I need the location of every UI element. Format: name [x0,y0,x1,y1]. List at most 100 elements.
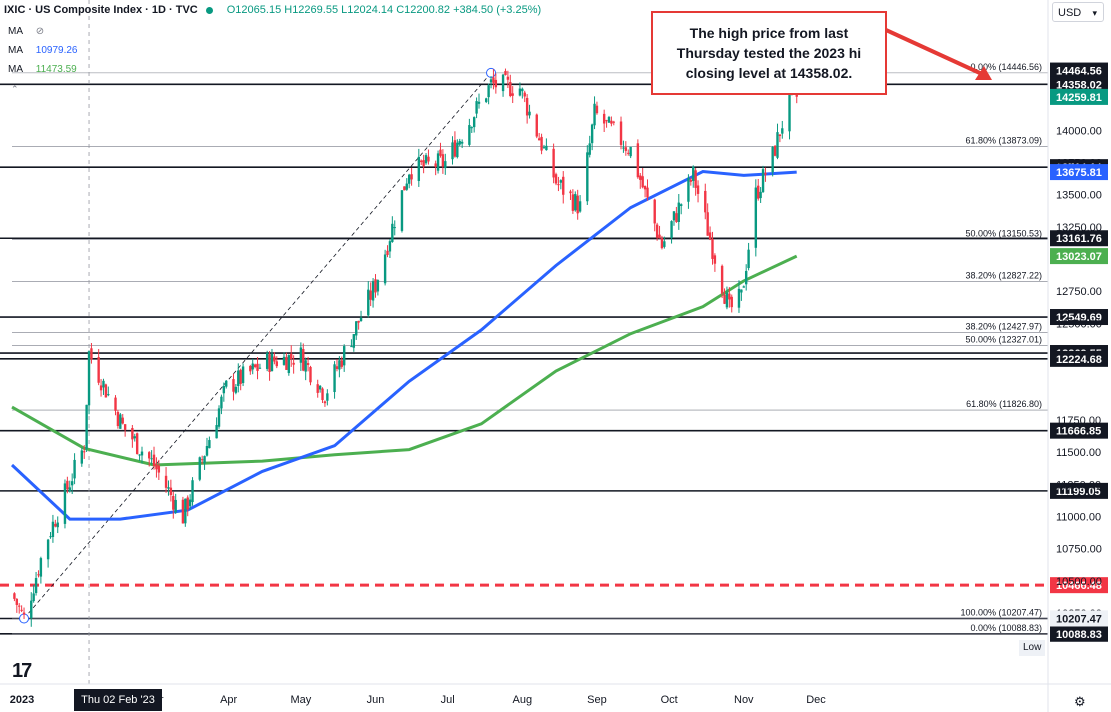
ma-row-1[interactable]: MA 10979.26 [8,45,78,56]
candle-body [672,211,676,221]
candle-body [444,161,447,169]
candle-body [778,134,782,137]
candle-body [622,147,625,149]
settings-icon[interactable]: ⚙ [1074,694,1086,709]
candle-body [90,348,93,360]
candle-body [148,452,151,459]
tradingview-logo-icon[interactable]: 17 [12,660,32,682]
ma-value: 10979.26 [35,45,78,56]
candle-body [776,132,779,158]
ma-row-2[interactable]: MA 11473.59 [8,64,77,75]
candle-body [323,401,327,404]
chart-header: IXIC · US Composite Index · 1D · TVC O12… [4,4,541,16]
currency-select[interactable]: USD ▾ [1052,2,1104,22]
candle-body [56,522,59,528]
candle-body [624,147,628,151]
candle-body [302,348,305,371]
level-badge-label: 14358.02 [1056,79,1102,91]
price-axis-bg [1048,24,1111,660]
trend-line-path [23,72,492,619]
candle-body [18,605,21,607]
time-tick-label: Dec [806,694,826,706]
candle-body [552,148,555,178]
candle-body [133,436,136,439]
candle-body [152,454,156,466]
fib-label: 50.00% (12327.01) [965,335,1042,345]
candle-body [220,396,223,409]
level-badge [1050,625,1108,642]
candle-body [771,146,774,173]
level-badge [1050,309,1108,326]
candle-body [371,281,375,301]
chevron-down-icon: ▾ [1092,8,1097,18]
annotation-callout: The high price from last Thursday tested… [651,11,887,95]
candle-body [451,142,454,160]
candle-body [326,393,329,401]
time-tick-label: Apr [220,694,237,706]
candle-body [788,87,791,132]
candle-body [15,598,19,605]
level-badge [1050,422,1108,439]
candle-body [138,454,141,456]
candle-body [670,221,673,238]
ma-row-0[interactable]: MA ⊘ [8,26,44,37]
symbol-title[interactable]: IXIC · US Composite Index · 1D · TVC [4,4,198,16]
candle-body [754,187,758,248]
candle-body [270,353,274,372]
candle-body [114,397,117,411]
candle-body [578,201,582,212]
candle-body [639,175,642,180]
candle-body [66,480,69,490]
candle-body [265,353,269,369]
candle-body [487,85,490,98]
collapse-icon[interactable]: ⌃ [11,84,19,94]
candle-body [352,334,356,348]
candle-body [198,457,201,480]
callout-arrow [885,28,983,76]
candle-body [400,190,404,231]
candle-body [258,367,262,369]
candle-body [217,408,221,427]
fib-label: 61.80% (11826.80) [966,399,1042,409]
price-badge-label: 10207.47 [1056,613,1102,625]
candle-body [253,364,257,368]
fib-label: 50.00% (13150.53) [965,229,1042,239]
candle-body [268,354,271,372]
candle-body [506,76,510,80]
level-badge-label: 10466.48 [1056,580,1102,592]
candle-body [316,384,319,393]
candle-body [696,185,700,194]
ma-100-line [10,169,797,521]
candle-body [357,320,360,323]
callout-arrowhead [975,66,992,80]
candle-body [612,121,615,123]
candle-body [135,433,139,455]
time-tick-label: Aug [513,694,533,706]
candle-body [186,497,189,510]
candle-body [376,280,380,292]
eye-off-icon[interactable]: ⊘ [35,26,45,37]
candle-body [458,141,461,145]
ma-label: MA [8,64,23,75]
price-tick-label: 12500.00 [1056,318,1102,330]
candle-body [172,495,175,510]
candle-body [234,386,238,393]
candle-body [525,97,529,116]
candle-body [155,464,158,470]
candle-body [131,428,134,440]
candle-body [725,292,729,308]
candle-body [559,180,563,183]
candle-body [167,487,170,489]
candle-body [595,105,599,114]
candle-body [708,232,712,240]
candle-body [456,142,459,158]
candle-body [439,149,442,156]
price-badge [1050,164,1108,181]
open-value: O12065.15 [226,4,282,16]
level-badge [1050,62,1108,79]
candle-body [251,363,254,370]
candle-body [107,394,110,396]
ma-200-line [11,254,798,467]
